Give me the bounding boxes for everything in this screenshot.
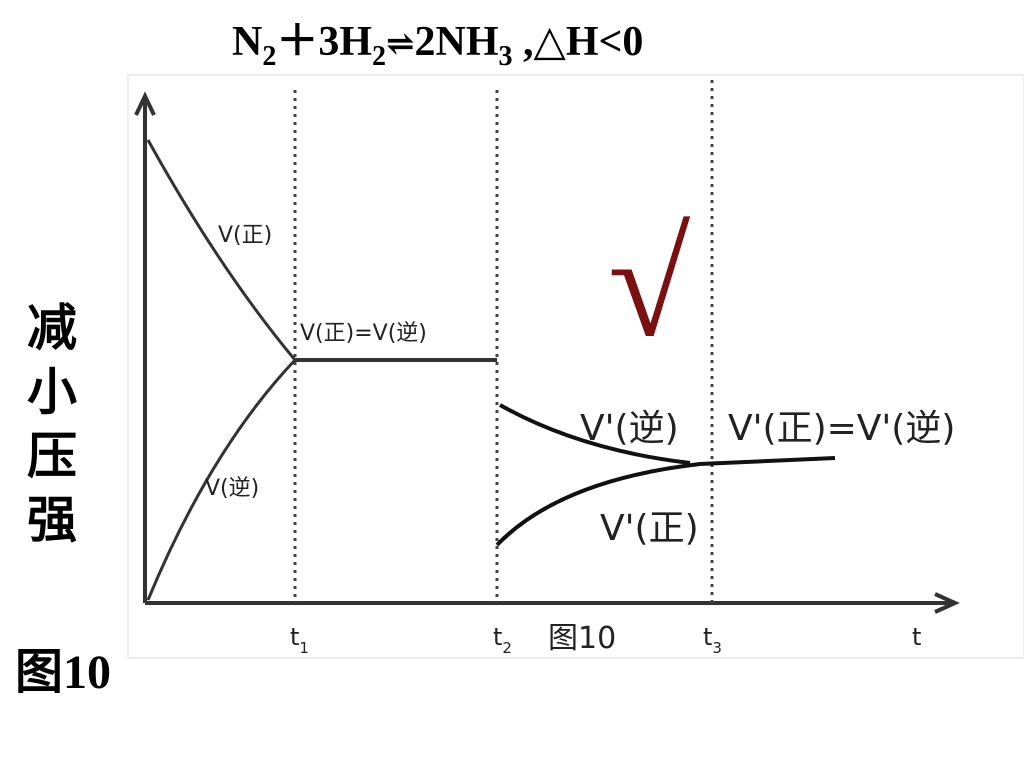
tick-t: t (290, 623, 299, 651)
title-part: ,△H<0 (513, 19, 644, 65)
title-sub: 2 (262, 41, 276, 72)
tick-t: t (493, 623, 502, 651)
time-tick: t1 (290, 623, 309, 657)
tick-sub: 2 (502, 639, 512, 657)
curve-v2-forward (495, 456, 836, 547)
time-ticks: t1 t2 t3 t (290, 623, 921, 657)
side-label: 减小压强 (27, 299, 77, 549)
time-tick: t3 (703, 623, 722, 657)
time-tick: t2 (493, 623, 512, 657)
title-part: N (232, 19, 262, 65)
curve-label: V'(正)=V'(逆) (728, 408, 955, 449)
curve-label: V(逆) (205, 476, 259, 501)
title-sub: 2 (372, 41, 386, 72)
tick-t: t (703, 623, 712, 651)
curve-forward (146, 139, 297, 361)
title-arrow: ⇌ (386, 26, 415, 63)
x-arrow (934, 592, 960, 614)
title-sub: 3 (499, 41, 513, 72)
curve-label: V'(正) (600, 508, 699, 549)
y-arrow (134, 91, 156, 116)
side-char: 强 (27, 491, 77, 549)
curve-label: V(正) (218, 223, 272, 248)
figure-label: 图10 (15, 646, 111, 699)
side-char: 小 (27, 363, 77, 421)
title: N2＋3H2⇌2NH3 ,△H<0 (232, 19, 643, 72)
tick-sub: 1 (299, 639, 309, 657)
tick-sub: 3 (712, 639, 722, 657)
curve-v2-reverse (499, 403, 691, 465)
side-char: 压 (27, 427, 77, 485)
side-char: 减 (27, 299, 77, 357)
caption: 图10 (548, 621, 616, 656)
scan-border (127, 74, 1024, 659)
curve-label: V'(逆) (580, 408, 679, 449)
scanned-graph: V(正) V(逆) V(正)=V(逆) V'(逆) V'(正)=V'(逆) V'… (127, 74, 1024, 659)
x-axis-label: t (912, 623, 921, 651)
title-part: 2NH (415, 19, 499, 65)
check-mark: √ (608, 202, 691, 368)
curve-reverse (146, 358, 297, 601)
title-part: ＋3H (276, 19, 372, 65)
curve-label: V(正)=V(逆) (300, 321, 427, 346)
